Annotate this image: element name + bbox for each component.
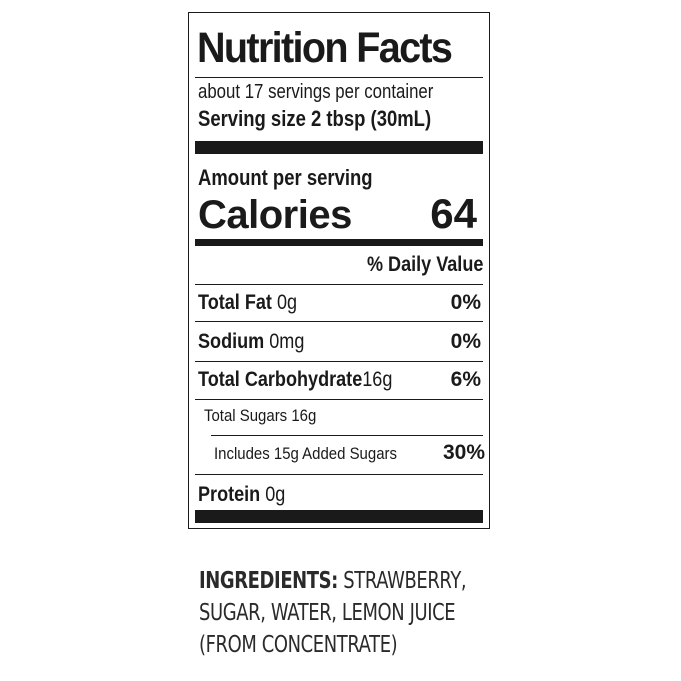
medium-divider xyxy=(195,239,483,246)
nutrient-dv: 0% xyxy=(450,291,481,314)
nutrient-name: Total Fat xyxy=(198,291,272,314)
nutrient-amount: 0mg xyxy=(269,330,305,353)
servings-per-container: about 17 servings per container xyxy=(198,81,434,103)
divider xyxy=(195,361,483,362)
nutrient-row-total-sugars: Total Sugars 16g xyxy=(204,406,317,425)
nutrient-dv: 6% xyxy=(450,368,481,391)
nutrient-name: Protein xyxy=(198,483,261,506)
ingredients-line-1: INGREDIENTS: STRAWBERRY, xyxy=(199,565,467,597)
calories-label: Calories xyxy=(198,193,352,237)
nutrient-amount: 0g xyxy=(265,483,286,506)
thick-divider xyxy=(195,141,483,154)
nutrient-dv: 30% xyxy=(442,441,485,464)
divider xyxy=(195,399,483,400)
ingredients-line-3: (FROM CONCENTRATE) xyxy=(199,632,398,658)
serving-size: Serving size 2 tbsp (30mL) xyxy=(198,106,432,131)
nutrient-row-protein: Protein 0g xyxy=(198,484,285,505)
calories-value: 64 xyxy=(430,190,477,237)
daily-value-header: % Daily Value xyxy=(366,253,483,276)
amount-per-serving: Amount per serving xyxy=(198,165,373,190)
nutrient-row-total-carbohydrate: Total Carbohydrate16g xyxy=(198,369,392,390)
divider xyxy=(195,284,483,285)
ingredients-text: STRAWBERRY, xyxy=(343,568,467,594)
nutrient-row-sodium: Sodium 0mg xyxy=(198,331,304,352)
nutrition-facts-panel: Nutrition Facts about 17 servings per co… xyxy=(188,12,490,529)
divider xyxy=(195,77,483,78)
nutrient-row-added-sugars: Includes 15g Added Sugars xyxy=(214,444,397,463)
nutrient-dv: 0% xyxy=(450,330,481,353)
nutrient-amount: 16g xyxy=(362,368,393,391)
thick-divider xyxy=(195,510,483,523)
divider xyxy=(211,435,483,436)
divider xyxy=(195,474,483,475)
nutrient-row-total-fat: Total Fat 0g xyxy=(198,292,297,313)
nutrient-name: Total Carbohydrate xyxy=(198,368,363,391)
ingredients-list: INGREDIENTS: STRAWBERRY, SUGAR, WATER, L… xyxy=(199,565,467,661)
divider xyxy=(195,321,483,322)
ingredients-heading: INGREDIENTS: xyxy=(199,568,338,594)
nutrient-name: Sodium xyxy=(198,330,265,353)
ingredients-line-2: SUGAR, WATER, LEMON JUICE xyxy=(199,600,456,626)
nutrition-facts-title: Nutrition Facts xyxy=(197,24,453,72)
nutrient-amount: 0g xyxy=(276,291,298,314)
